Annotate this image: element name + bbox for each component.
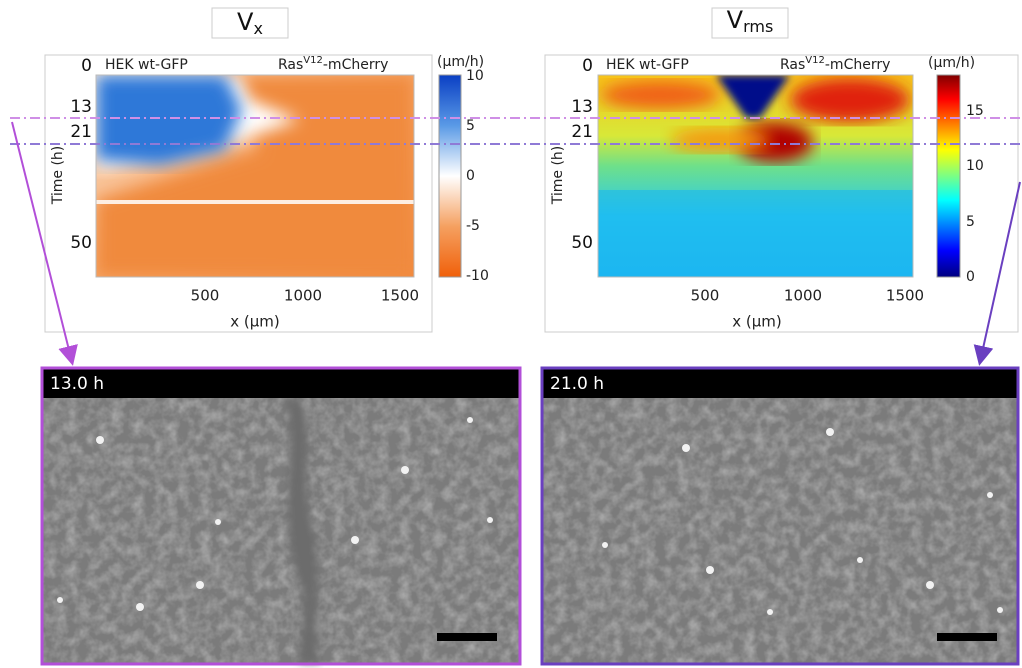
- label: HEK wt-GFP: [606, 57, 689, 73]
- colorbar: [439, 75, 461, 277]
- y-tick-label: 21: [571, 122, 593, 142]
- y-tick-label: 50: [70, 233, 92, 253]
- figure: Vx Vrms HEK wt-GFP RasV12-mCherry 0 13 2…: [0, 0, 1022, 668]
- label: HEK wt-GFP: [105, 57, 188, 73]
- timestamp: 21.0 h: [550, 374, 604, 394]
- y-axis-label: Time (h): [550, 146, 566, 206]
- y-tick-label: 0: [81, 56, 92, 76]
- x-tick-label: 500: [691, 287, 720, 305]
- heatmap-vrms: [598, 75, 913, 277]
- colorbar-tick: 5: [966, 214, 975, 230]
- colorbar-tick: 10: [966, 158, 984, 174]
- micrograph: 13.0 h: [42, 368, 520, 664]
- colorbar-tick: -5: [466, 218, 480, 234]
- y-tick-label: 0: [582, 56, 593, 76]
- x-tick-label: 1000: [784, 287, 822, 305]
- heatmap-vx: [96, 75, 414, 277]
- x-tick-label: 1500: [886, 287, 924, 305]
- x-tick-label: 500: [191, 287, 220, 305]
- y-axis-label: Time (h): [50, 146, 66, 206]
- micrograph: 21.0 h: [542, 368, 1018, 664]
- x-axis-label: x (µm): [230, 313, 280, 331]
- colorbar-tick: 0: [966, 269, 975, 285]
- colorbar-unit: (µm/h): [928, 55, 975, 71]
- y-tick-label: 21: [70, 122, 92, 142]
- y-tick-label: 13: [571, 97, 593, 117]
- y-tick-label: 13: [70, 97, 92, 117]
- x-tick-label: 1000: [284, 287, 322, 305]
- colorbar-tick: 5: [466, 118, 475, 134]
- x-axis-label: x (µm): [732, 313, 782, 331]
- label: RasV12-mCherry: [278, 55, 388, 73]
- colorbar-tick: 15: [966, 103, 984, 119]
- y-tick-label: 50: [571, 233, 593, 253]
- label: RasV12-mCherry: [780, 55, 890, 73]
- timestamp: 13.0 h: [50, 374, 104, 394]
- colorbar: [937, 75, 960, 277]
- colorbar-tick: 0: [466, 168, 475, 184]
- colorbar-tick: 10: [466, 68, 484, 84]
- x-tick-label: 1500: [381, 287, 419, 305]
- colorbar-tick: -10: [466, 268, 489, 284]
